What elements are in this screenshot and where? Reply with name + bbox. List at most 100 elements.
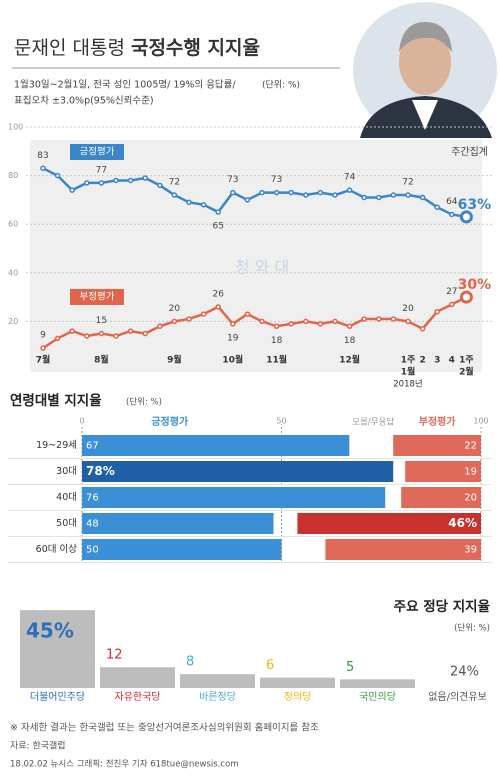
bar	[325, 539, 481, 560]
point	[459, 290, 473, 304]
value-label: 27	[446, 287, 457, 297]
x-tick-label: 4	[449, 356, 455, 366]
subtitle: 1월30일~2월1일, 전국 성인 1005명/ 19%의 응답률/	[14, 79, 236, 91]
point	[69, 187, 75, 193]
value-label: 45%	[26, 619, 74, 643]
bar	[401, 487, 481, 508]
title-normal: 문재인 대통령	[14, 37, 125, 59]
subtitle: 표집오차 ±3.0%p(95%신뢰수준)	[14, 95, 154, 107]
value-label: 48	[86, 519, 99, 530]
point	[288, 321, 294, 327]
category-label: 국민의당	[359, 691, 396, 703]
point	[171, 192, 178, 198]
bar	[82, 487, 386, 508]
x-tick-label: 10월	[222, 354, 243, 366]
point	[434, 308, 440, 315]
point	[186, 316, 192, 322]
bar	[82, 513, 274, 534]
point	[346, 187, 353, 193]
value-label: 50	[86, 545, 99, 556]
point	[127, 177, 134, 184]
legend-label: 부정평가	[80, 292, 115, 303]
category-label: 없음/의견유보	[428, 690, 487, 703]
x-tick-label: 8월	[94, 354, 109, 366]
legend-label: 긍정평가	[80, 147, 115, 158]
value-label: 8	[186, 655, 194, 670]
category-label: 더불어민주당	[30, 691, 85, 703]
value-label: 76	[86, 493, 99, 504]
y-tick-label: 60	[8, 220, 18, 229]
category-label: 60대 이상	[36, 544, 78, 555]
point	[419, 194, 426, 201]
point	[434, 204, 440, 210]
value-label: 20	[464, 493, 477, 504]
value-label: 12	[106, 648, 123, 663]
unit: (단위: %)	[262, 80, 300, 91]
point	[459, 210, 473, 224]
value-label: 24%	[450, 665, 479, 680]
value-label: 22	[464, 441, 477, 452]
point	[84, 333, 90, 339]
x-sublabel: 1월	[401, 366, 416, 378]
x-tick-label: 0	[79, 417, 84, 426]
chart-title: 주요 정당 지지율	[394, 598, 490, 615]
value-label: 64	[446, 197, 458, 207]
point	[288, 189, 294, 196]
value-label: 73	[227, 175, 238, 185]
point	[84, 180, 90, 186]
point	[113, 177, 119, 184]
point	[98, 330, 105, 337]
point	[303, 318, 309, 325]
category-label: 19~29세	[36, 440, 77, 451]
point	[449, 301, 455, 308]
legend-box	[70, 144, 124, 160]
x-tick-label: 2	[419, 356, 425, 366]
footer-credit: 18.02.02 뉴시스 그래픽: 전진우 기자 618tue@newsis.c…	[10, 759, 239, 770]
point	[40, 165, 46, 172]
point	[449, 211, 455, 218]
bar	[82, 461, 394, 482]
point	[230, 189, 236, 196]
point	[317, 321, 324, 327]
title-bold: 국정수행 지지율	[131, 37, 260, 59]
y-tick-label: 40	[8, 268, 18, 277]
year-label: 2018년	[393, 379, 422, 390]
bar	[260, 677, 335, 688]
value-label: 67	[86, 441, 99, 452]
value-label: 46%	[448, 516, 477, 530]
bar	[20, 610, 95, 688]
point	[405, 192, 411, 198]
point	[405, 318, 411, 325]
value-label: 77	[96, 165, 107, 175]
category-label: 30대	[56, 466, 77, 477]
point	[215, 209, 221, 215]
value-label: 6	[266, 658, 274, 673]
point	[303, 192, 309, 198]
point	[346, 323, 353, 330]
point	[113, 333, 119, 339]
bar	[180, 674, 255, 688]
point	[157, 323, 163, 330]
point	[317, 189, 324, 196]
value-label: 72	[402, 178, 413, 188]
bar	[405, 461, 481, 482]
point	[244, 197, 251, 203]
point	[200, 202, 207, 208]
point	[171, 318, 178, 325]
series-header: 긍정평가	[151, 415, 189, 428]
point	[157, 182, 163, 189]
x-tick-label: 3	[434, 356, 440, 366]
legend-box	[70, 289, 124, 305]
value-label: 19	[227, 333, 239, 343]
point	[259, 318, 265, 325]
value-label: 18	[271, 336, 283, 346]
point	[54, 335, 61, 342]
y-tick-label: 80	[8, 171, 18, 180]
x-tick-label: 9월	[167, 354, 182, 366]
x-tick-label: 11월	[266, 354, 287, 366]
chart-title: 연령대별 지지율	[10, 392, 102, 409]
point	[69, 328, 75, 334]
category-label: 바른정당	[199, 691, 236, 703]
x-tick-label: 50	[276, 417, 286, 426]
